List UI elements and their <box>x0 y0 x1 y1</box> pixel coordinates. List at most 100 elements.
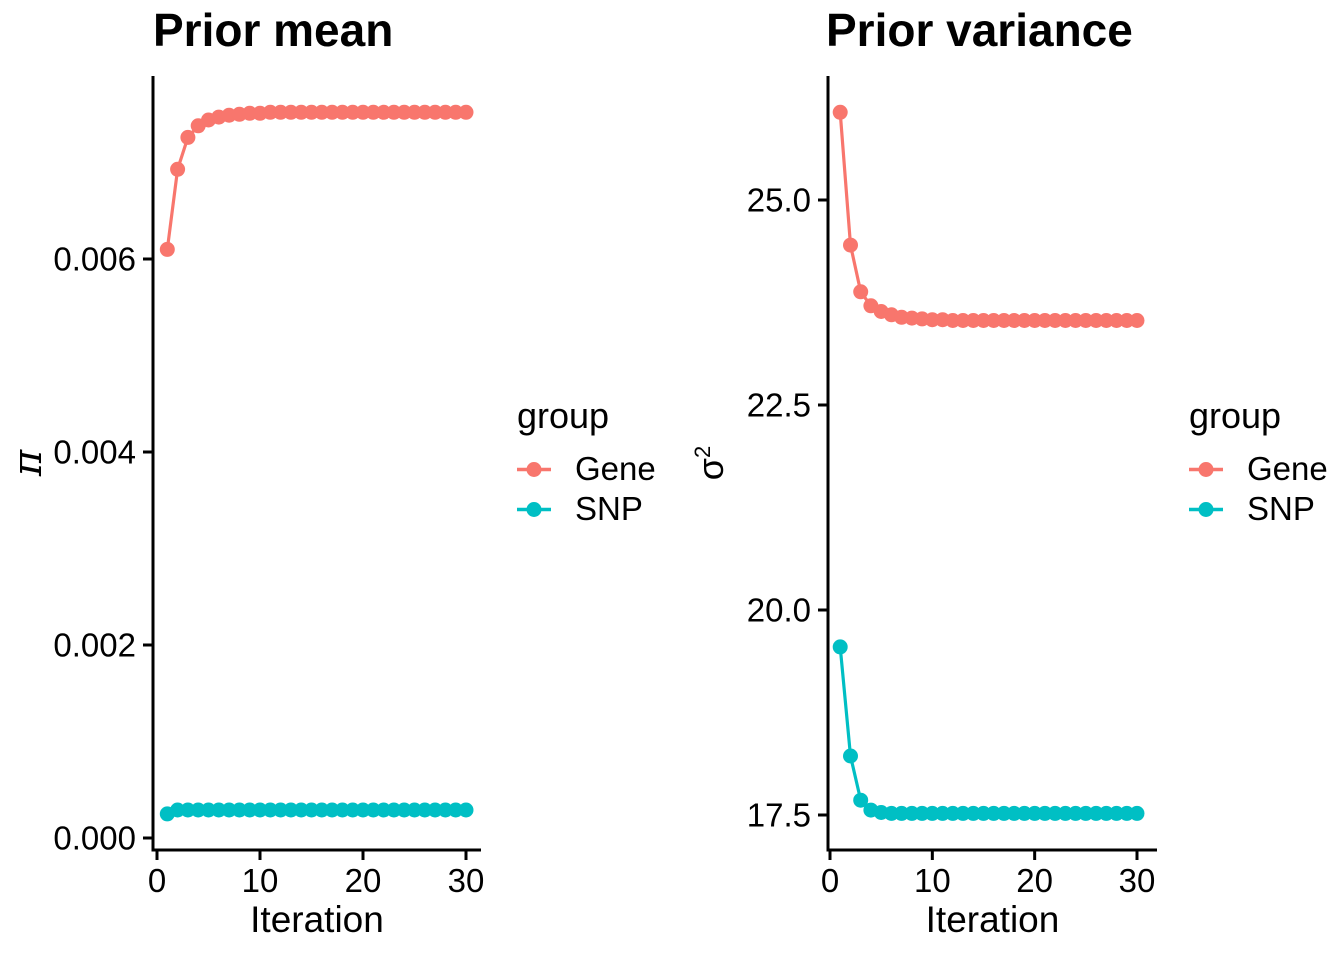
gene-series-point <box>448 104 464 120</box>
gene-series-point <box>365 104 381 120</box>
axis-lines <box>826 76 1157 852</box>
gene-series-point <box>986 313 1002 328</box>
gene-series-point <box>417 104 433 120</box>
legend-left: group Gene SNP <box>517 395 656 529</box>
snp-series-point <box>273 802 289 818</box>
snp-series-point <box>407 802 422 818</box>
gene-series-point <box>396 104 412 120</box>
snp-series-point <box>365 802 381 818</box>
snp-series-point <box>396 802 412 818</box>
y-tick-label: 22.5 <box>747 387 811 424</box>
plot-title-prior-variance: Prior variance <box>826 4 1133 56</box>
gene-series-point <box>832 104 848 120</box>
snp-series-line <box>838 646 1137 816</box>
gene-series-point <box>458 104 474 120</box>
gene-series-point <box>314 104 330 120</box>
y-tick-label: 20.0 <box>747 592 811 629</box>
legend-item-snp: SNP <box>1189 489 1328 529</box>
gene-series-point <box>242 105 258 121</box>
gene-series-point <box>853 284 869 300</box>
gene-series-point <box>262 104 278 120</box>
legend-label-gene: Gene <box>575 450 656 487</box>
gene-series-point <box>1047 313 1063 328</box>
snp-series-point <box>355 802 371 818</box>
legend-item-snp: SNP <box>517 489 656 529</box>
gene-series-point <box>355 104 371 120</box>
x-axis-title-left: Iteration <box>250 899 384 940</box>
snp-series-point <box>458 802 474 818</box>
snp-key-icon <box>517 501 551 517</box>
x-tick-label: 30 <box>1119 862 1156 899</box>
snp-series-point <box>262 802 278 818</box>
snp-series-point <box>1109 805 1124 821</box>
x-tick-label: 0 <box>148 862 166 899</box>
gene-series-point <box>170 161 186 177</box>
y-tick-label: 25.0 <box>747 182 811 219</box>
snp-series-point <box>924 805 940 821</box>
snp-series-point <box>324 802 340 818</box>
gene-series-point <box>955 313 971 328</box>
gene-series-point <box>1129 313 1145 328</box>
gene-series-point <box>159 241 175 257</box>
snp-series-point <box>1078 805 1094 821</box>
y-tick-label: 0.002 <box>53 627 136 664</box>
legend-title: group <box>1189 395 1282 436</box>
legend-label-snp: SNP <box>1247 490 1315 527</box>
gene-series-line <box>165 110 466 250</box>
sigma-exponent: 2 <box>690 445 715 459</box>
legend-title: group <box>517 395 610 436</box>
snp-series-point <box>242 802 258 818</box>
snp-series-point <box>986 805 1002 821</box>
snp-series-point <box>437 802 453 818</box>
snp-series-point <box>252 802 268 818</box>
snp-series-point <box>955 805 971 821</box>
snp-series-point <box>427 802 443 818</box>
y-tick-label: 0.000 <box>53 820 136 857</box>
snp-series-point <box>201 802 216 818</box>
snp-series-point <box>304 802 319 818</box>
gene-series-point <box>1016 313 1032 328</box>
snp-series-point <box>221 802 237 818</box>
snp-series-point <box>1016 805 1032 821</box>
snp-key-icon <box>1189 501 1223 517</box>
gene-series-point <box>427 104 443 120</box>
snp-series-point <box>314 802 330 818</box>
gene-series-line <box>838 112 1137 323</box>
gene-series-point <box>304 104 319 120</box>
snp-series-point <box>283 802 299 818</box>
y-tick-label: 0.006 <box>53 241 136 278</box>
y-tick-label: 0.004 <box>53 434 136 471</box>
snp-series-point <box>894 805 910 821</box>
x-tick-label: 0 <box>821 862 839 899</box>
gene-series-point <box>345 104 361 120</box>
gene-series-point <box>1078 313 1094 328</box>
axis-lines <box>151 76 481 852</box>
gene-key-icon <box>517 461 551 477</box>
snp-series-point <box>832 639 848 655</box>
snp-series-point <box>448 802 464 818</box>
snp-series-point <box>231 802 247 818</box>
gene-series-point <box>273 104 289 120</box>
snp-series-point <box>1129 805 1145 821</box>
snp-series-point <box>1047 805 1063 821</box>
legend-item-gene: Gene <box>1189 449 1328 489</box>
x-tick-label: 20 <box>1016 862 1053 899</box>
snp-series-point <box>334 802 350 818</box>
gene-series-point <box>324 104 340 120</box>
snp-series-point <box>386 802 402 818</box>
snp-series-point <box>293 802 309 818</box>
y-tick-label: 17.5 <box>747 797 811 834</box>
gene-series-point <box>843 237 858 253</box>
plot-title-prior-mean: Prior mean <box>153 4 394 56</box>
snp-series-point <box>211 802 227 818</box>
gene-series-point <box>283 104 299 120</box>
gene-series-point <box>293 104 309 120</box>
snp-series-point <box>853 792 869 808</box>
snp-series-point <box>345 802 361 818</box>
x-tick-label: 10 <box>914 862 951 899</box>
snp-series-point <box>170 802 186 818</box>
legend-label-gene: Gene <box>1247 450 1328 487</box>
gene-key-icon <box>1189 461 1223 477</box>
y-axis-title-pi: π <box>5 449 51 477</box>
